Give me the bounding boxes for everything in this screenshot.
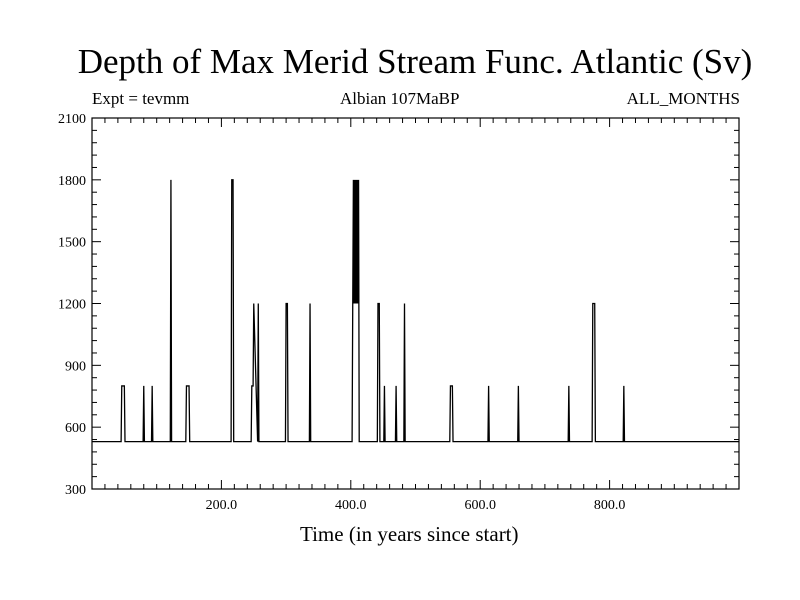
- x-tick-label: 600.0: [464, 498, 496, 513]
- experiment-label: Expt = tevmm: [92, 89, 190, 108]
- y-tick-label: 300: [65, 483, 86, 498]
- x-tick-label: 400.0: [335, 498, 367, 513]
- y-tick-label: 600: [65, 421, 86, 436]
- x-tick-label: 800.0: [594, 498, 626, 513]
- x-tick-label: 200.0: [206, 498, 238, 513]
- y-tick-label: 1800: [58, 174, 86, 189]
- months-label: ALL_MONTHS: [626, 89, 740, 108]
- y-tick-label: 1500: [58, 236, 86, 251]
- series-line: [92, 179, 739, 443]
- y-tick-label: 2100: [58, 112, 86, 127]
- x-axis-label: Time (in years since start): [300, 522, 519, 546]
- chart-title: Depth of Max Merid Stream Func. Atlantic…: [77, 42, 753, 81]
- y-tick-label: 1200: [58, 298, 86, 313]
- period-label: Albian 107MaBP: [340, 89, 460, 108]
- y-tick-label: 900: [65, 359, 86, 374]
- series-group: [92, 179, 739, 443]
- axis-ticks: 300 600 900 1200 1500 1800 2100 200.0 400.0 600.0…: [58, 112, 739, 513]
